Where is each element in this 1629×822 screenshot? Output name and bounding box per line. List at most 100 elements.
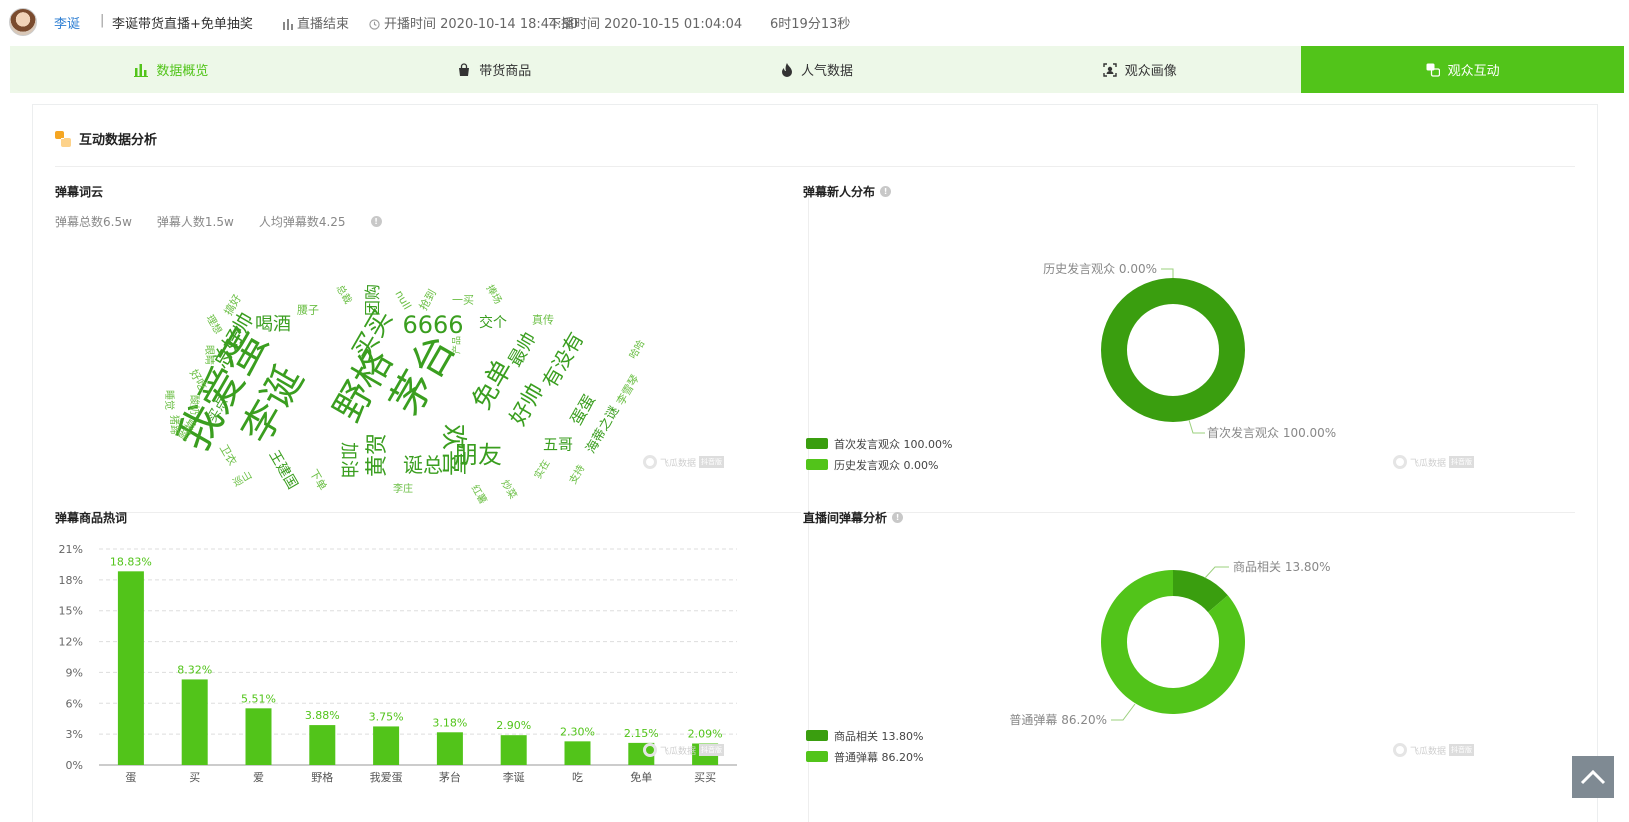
word-cloud-word: 最帅 bbox=[504, 328, 541, 371]
word-cloud-word: 实在 bbox=[532, 458, 553, 482]
room-analysis-legend: 商品相关 13.80% 普通弹幕 86.20% bbox=[806, 725, 923, 767]
info-icon[interactable]: ! bbox=[370, 216, 382, 227]
y-tick-label: 15% bbox=[59, 605, 83, 618]
legend-swatch bbox=[806, 751, 828, 762]
bar[interactable] bbox=[181, 679, 208, 765]
x-tick-label: 我爱蛋 bbox=[370, 771, 403, 784]
danmaku-users: 弹幕人数1.5w bbox=[156, 215, 234, 229]
word-cloud-word: 哈哈 bbox=[627, 338, 648, 362]
bar[interactable] bbox=[500, 735, 527, 765]
watermark-badge: 抖音版 bbox=[1449, 744, 1475, 756]
room-analysis-title-text: 直播间弹幕分析 bbox=[803, 511, 888, 525]
legend-swatch bbox=[806, 459, 828, 470]
bar[interactable] bbox=[245, 708, 272, 765]
donut-slice[interactable] bbox=[1101, 570, 1245, 714]
word-cloud-word: 免单 bbox=[467, 354, 519, 416]
legend-item[interactable]: 商品相关 13.80% bbox=[806, 725, 923, 746]
info-icon[interactable]: ! bbox=[880, 186, 892, 197]
bar-chart-icon bbox=[283, 19, 293, 30]
legend-label: 首次发言观众 100.00% bbox=[834, 437, 953, 451]
word-cloud-word: 理想 bbox=[203, 313, 224, 337]
start-time-text: 开播时间 2020-10-14 18:44:50 bbox=[384, 17, 579, 32]
word-cloud-word: 腰子 bbox=[297, 303, 319, 317]
word-cloud-word: 团购 bbox=[363, 283, 382, 317]
newcomer-title: 弹幕新人分布 ! bbox=[803, 183, 892, 200]
product-words-bar-chart: 0% 3% 6% 9% 12% 15% 18% 21% 18.83% 蛋 8.32% 买 5.51% 爱 3… bbox=[59, 543, 737, 784]
word-cloud-word: 产品 bbox=[452, 335, 463, 355]
word-cloud-word: 交个 bbox=[479, 315, 507, 331]
watermark-logo-icon bbox=[643, 743, 657, 757]
word-cloud-word: 真传 bbox=[532, 313, 554, 327]
callout-label: 普通弹幕 86.20% bbox=[1009, 713, 1107, 727]
bar[interactable] bbox=[373, 726, 400, 765]
word-cloud-word: 朋友 bbox=[454, 441, 502, 469]
bar-value-label: 5.51% bbox=[241, 692, 276, 705]
wordcloud-title: 弹幕词云 bbox=[55, 183, 103, 200]
bar[interactable] bbox=[436, 732, 463, 765]
back-to-top-button[interactable] bbox=[1572, 756, 1614, 798]
word-cloud-word: 支持 bbox=[567, 463, 588, 487]
donut-slice[interactable] bbox=[1173, 570, 1228, 613]
tab-audience-portrait[interactable]: 观众画像 bbox=[978, 46, 1301, 93]
start-time: 开播时间 2020-10-14 18:44:50 bbox=[369, 13, 578, 32]
streamer-avatar[interactable] bbox=[9, 8, 37, 36]
word-cloud: 我爱蛋 李诞 野格 茅台 欢喜 6666 买买 免单 朋友 好帅 有没有 最帅 总好帅 喝酒 黄贺 诞总 加油五… bbox=[163, 255, 663, 506]
clock-icon bbox=[369, 19, 380, 30]
watermark: 飞瓜数据 抖音版 bbox=[1393, 455, 1475, 469]
watermark: 飞瓜数据 抖音版 bbox=[643, 455, 725, 469]
y-tick-label: 3% bbox=[66, 728, 83, 741]
divider bbox=[809, 512, 1575, 513]
live-duration: 6时19分13秒 bbox=[770, 17, 851, 32]
tab-products[interactable]: 带货商品 bbox=[333, 46, 656, 93]
x-tick-label: 吃 bbox=[572, 771, 583, 784]
bar-value-label: 2.15% bbox=[624, 727, 659, 740]
y-tick-label: 6% bbox=[66, 697, 83, 710]
legend-item[interactable]: 历史发言观众 0.00% bbox=[806, 454, 952, 475]
callout-label: 历史发言观众 0.00% bbox=[1043, 261, 1157, 276]
tab-popularity[interactable]: 人气数据 bbox=[656, 46, 979, 93]
product-words-title: 弹幕商品热词 bbox=[55, 509, 127, 526]
donut-slice[interactable] bbox=[1101, 278, 1245, 422]
watermark-badge: 抖音版 bbox=[699, 456, 725, 468]
word-cloud-word: 黄贺 bbox=[365, 432, 390, 478]
divider bbox=[808, 189, 809, 822]
bar[interactable] bbox=[564, 741, 591, 765]
bar-value-label: 2.09% bbox=[688, 728, 723, 741]
bar-value-label: 3.18% bbox=[432, 716, 467, 729]
tab-data-overview[interactable]: 数据概览 bbox=[10, 46, 333, 93]
streamer-name-link[interactable]: 李诞 bbox=[54, 17, 81, 32]
callout-line bbox=[1188, 419, 1205, 434]
live-title: 李诞带货直播+免单抽奖 bbox=[112, 17, 253, 32]
watermark-logo-icon bbox=[1393, 743, 1407, 757]
bar-value-label: 8.32% bbox=[177, 663, 212, 676]
word-cloud-word: null bbox=[392, 288, 414, 312]
tab-audience-interaction[interactable]: 观众互动 bbox=[1301, 46, 1624, 93]
word-cloud-word: 红薯 bbox=[468, 483, 489, 507]
watermark-logo-icon bbox=[1393, 455, 1407, 469]
room-analysis-donut-chart: 商品相关 13.80% 普通弹幕 86.20% bbox=[1009, 559, 1330, 727]
panel-header: 互动数据分析 bbox=[55, 129, 157, 148]
bar-chart-icon bbox=[134, 63, 149, 77]
legend-label: 商品相关 13.80% bbox=[834, 729, 924, 743]
word-cloud-word: 五哥 bbox=[542, 435, 574, 454]
tab-bar: 数据概览 带货商品 人气数据 观众画像 观众互动 bbox=[10, 46, 1624, 93]
x-tick-label: 茅台 bbox=[439, 770, 461, 784]
divider bbox=[55, 512, 801, 513]
interaction-panel: 互动数据分析 弹幕词云 弹幕总数6.5w 弹幕人数1.5w 人均弹幕数4.25 … bbox=[32, 104, 1598, 822]
y-tick-label: 12% bbox=[59, 636, 83, 649]
watermark-badge: 抖音版 bbox=[699, 744, 725, 756]
bar[interactable] bbox=[117, 571, 144, 765]
info-icon[interactable]: ! bbox=[892, 512, 904, 523]
watermark: 飞瓜数据 抖音版 bbox=[643, 743, 725, 757]
word-cloud-word: 眼睛 bbox=[203, 345, 214, 365]
header-separator: | bbox=[100, 13, 105, 28]
x-tick-label: 李诞 bbox=[503, 770, 525, 784]
legend-item[interactable]: 普通弹幕 86.20% bbox=[806, 746, 923, 767]
tab-label: 数据概览 bbox=[156, 64, 209, 79]
word-cloud-word: 蛋蛋 bbox=[566, 391, 599, 429]
legend-item[interactable]: 首次发言观众 100.00% bbox=[806, 433, 952, 454]
word-cloud-word: 巡山 bbox=[231, 469, 255, 490]
bar[interactable] bbox=[309, 725, 336, 765]
bar-value-label: 3.88% bbox=[305, 709, 340, 722]
callout-line bbox=[1111, 703, 1136, 721]
